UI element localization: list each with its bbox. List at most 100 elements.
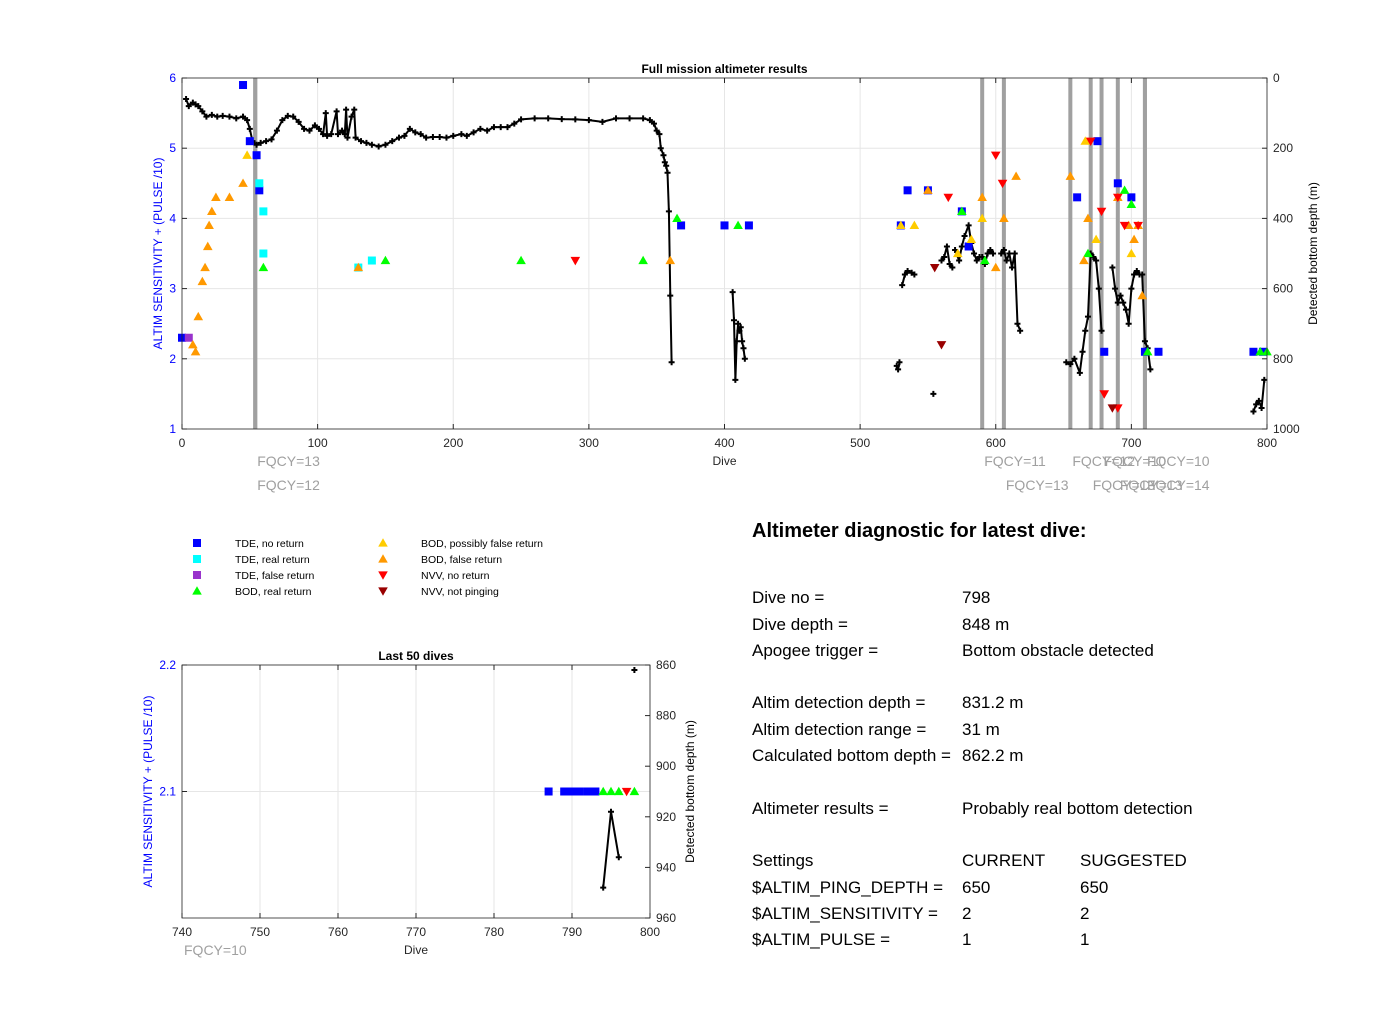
marker-bod_false [197,276,208,286]
dive-no-label: Dive no = [752,588,825,608]
marker-nvv_no [1133,221,1143,231]
depth-point [1258,404,1265,411]
depth-point [412,129,419,136]
depth-point [735,320,742,327]
depth-point [899,282,906,289]
depth-point [1082,327,1089,334]
marker-bod_real [1142,346,1153,356]
marker-tde_no [720,221,729,230]
depth-point [736,327,743,334]
legend-label-tde_real: TDE, real return [235,554,310,566]
legend-marker-bod_real [192,586,202,595]
marker-bod_real [606,786,616,796]
calc-depth-label: Calculated bottom depth = [752,746,951,766]
depth-point [664,169,671,176]
depth-point [1009,264,1016,271]
depth-point [650,120,657,127]
apogee-row: Apogee trigger = Bottom obstacle detected [752,638,1352,664]
depth-point [214,113,221,120]
legend-label-tde_no: TDE, no return [235,538,304,550]
depth-point [600,884,607,891]
depth-point [484,127,491,134]
marker-bod_real [1119,185,1130,194]
ping-depth-label: $ALTIM_PING_DEPTH = [752,877,943,897]
results-value: Probably real bottom detection [962,798,1193,818]
altim-depth-label: Altim detection depth = [752,693,926,713]
depth-point [1017,327,1024,334]
depth-point [1122,306,1129,313]
depth-point [1261,376,1268,383]
marker-tde_no [583,787,592,796]
depth-point [667,292,674,299]
depth-point [599,118,606,125]
depth-point [423,134,430,141]
marker-nvv_no [1085,137,1096,146]
x-axis-label: Dive [404,943,428,957]
depth-point [545,115,552,122]
x-tick-label: 0 [179,436,186,450]
depth-point [646,117,653,124]
pulse-current: 1 [962,930,972,950]
depth-point [663,162,670,169]
depth-point [1011,250,1018,257]
x-tick-label: 200 [443,436,463,450]
diagnostic-panel: Altimeter diagnostic for latest dive: Di… [752,520,1352,953]
marker-nvv_no [997,179,1008,189]
depth-point [1114,299,1121,306]
legend-marker-tde_real [193,555,201,563]
y-axis-label: ALTIM SENSITIVITY + (PULSE /10) [141,696,155,888]
marker-bod_false [188,339,198,349]
marker-tde_no [560,787,569,796]
marker-bod_real [629,786,640,796]
y2-tick-label: 400 [1273,211,1293,225]
depth-point [306,127,313,134]
x-tick-label: 400 [714,436,734,450]
marker-tde_no [575,787,584,796]
marker-bod_poss [896,220,906,230]
depth-point [1079,348,1086,355]
y2-tick-label: 940 [656,860,676,874]
depth-point [1084,313,1091,320]
depth-point [417,131,424,138]
depth-point [661,159,668,166]
marker-nvv_no [1099,390,1110,399]
marker-bod_false [665,255,676,265]
depth-point [324,132,331,139]
fqcy-label: FQCY=11 [984,453,1046,469]
depth-point [558,116,565,123]
depth-point [1131,271,1138,278]
x-tick-label: 800 [1257,436,1277,450]
depth-point [436,133,443,140]
marker-bod_poss [1126,248,1137,258]
legend-marker-tde_false [193,571,201,579]
depth-point [1014,320,1021,327]
depth-point [185,103,192,110]
marker-bod_false [353,262,364,272]
y2-tick-label: 920 [656,810,676,824]
sensitivity-suggested: 2 [1080,903,1090,923]
marker-bod_real [1255,346,1266,356]
depth-point [987,246,994,253]
legend-marker-bod_false [378,554,388,563]
depth-point [233,115,240,122]
marker-tde_no [544,787,553,796]
marker-nvv_no [1113,193,1123,203]
depth-point [990,250,997,257]
marker-nvv_no [990,151,1001,161]
marker-tde_no [1093,137,1102,146]
depth-point [657,145,664,152]
marker-bod_false [202,241,213,251]
marker-bod_false [207,206,217,215]
depth-point [904,268,911,275]
depth-point [240,113,247,120]
marker-nvv_no [943,193,954,203]
depth-series-line [731,292,746,380]
marker-bod_real [380,255,391,265]
depth-point [322,110,329,117]
depth-point [358,138,365,145]
x-tick-label: 800 [640,925,660,939]
marker-bod_real [598,786,608,796]
depth-point [1120,299,1127,306]
marker-tde_no [1113,179,1122,188]
y-tick-label: 6 [169,71,176,85]
